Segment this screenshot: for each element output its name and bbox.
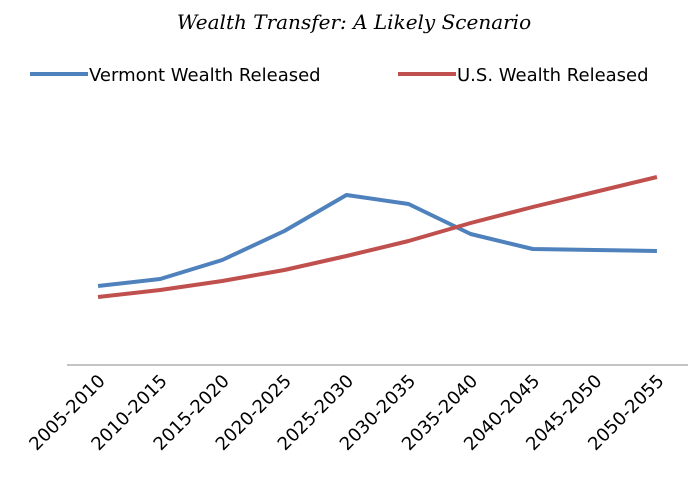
legend-label: Vermont Wealth Released xyxy=(89,65,321,86)
data-line xyxy=(97,193,657,288)
chart-title: Wealth Transfer: A Likely Scenario xyxy=(177,10,531,34)
legend-label: U.S. Wealth Released xyxy=(457,65,649,86)
data-line xyxy=(97,175,658,299)
